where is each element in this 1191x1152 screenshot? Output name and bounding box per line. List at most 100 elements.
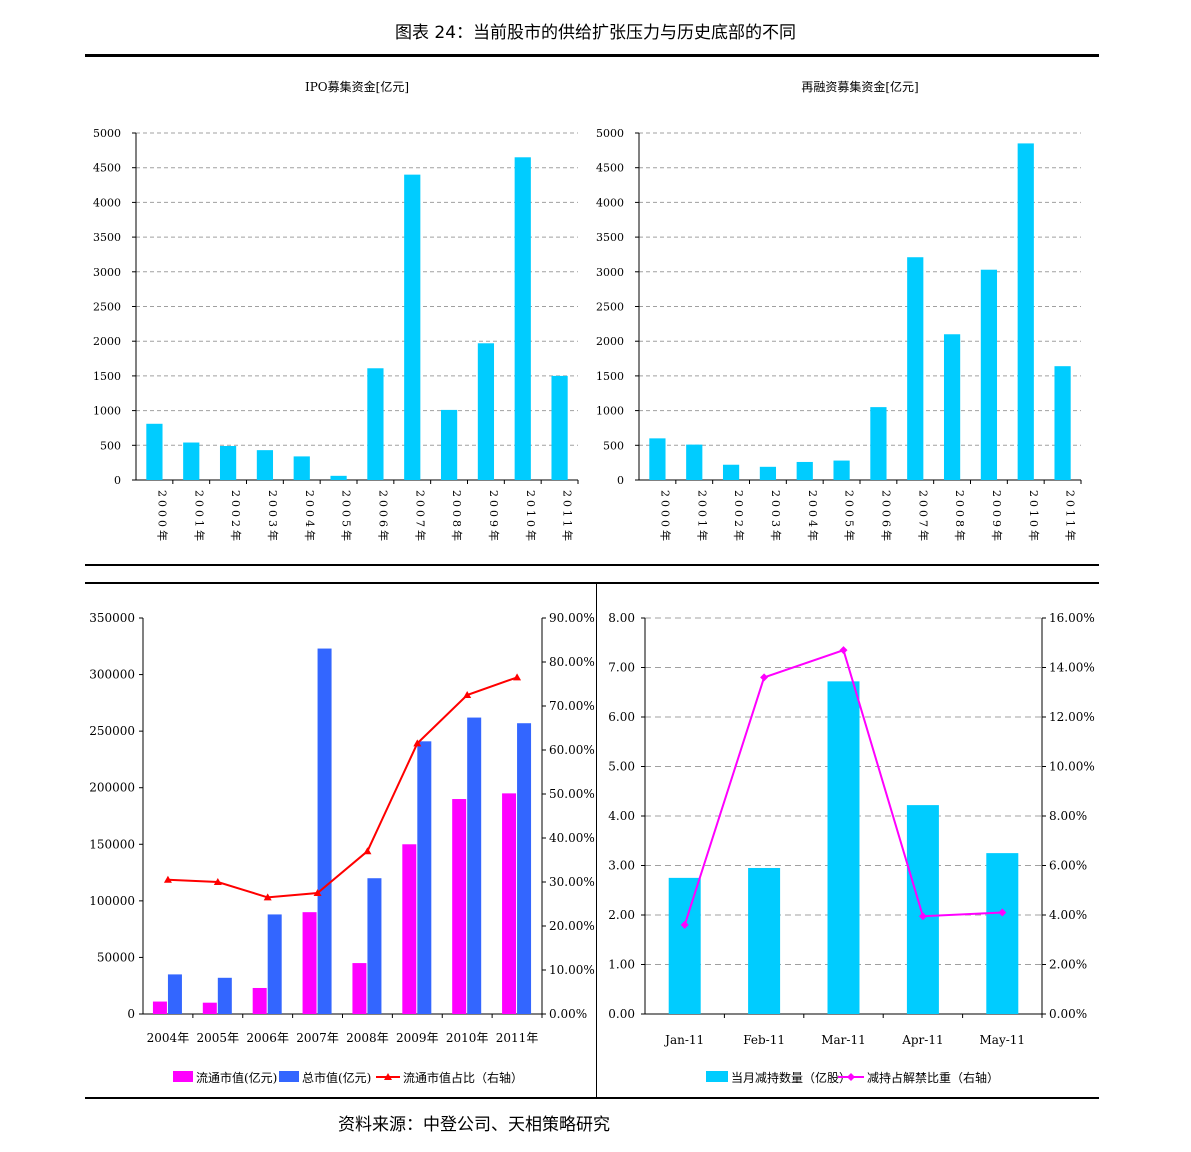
y-tick-label: 2000 [93, 335, 121, 348]
y-tick-label: 3000 [596, 266, 624, 279]
bar [183, 442, 200, 480]
right-tick-label: 70.00% [549, 699, 595, 713]
middle-rule-lower [85, 582, 1099, 584]
total-cap-bar [467, 717, 482, 1014]
x-tick-label: 2007年 [296, 1031, 339, 1045]
float-cap-bar [152, 1001, 167, 1014]
float-ratio-marker [513, 673, 522, 681]
right-tick-label: 20.00% [549, 919, 595, 933]
x-tick-label: 2003年 [769, 490, 783, 544]
bar [293, 456, 310, 480]
bar [649, 438, 666, 480]
bar [146, 423, 163, 480]
y-tick-label: 2500 [596, 301, 624, 314]
right-tick-label: 12.00% [1049, 710, 1095, 724]
float-cap-bar [252, 987, 267, 1014]
x-tick-label: 2010年 [524, 490, 538, 544]
legend-label-float: 流通市值(亿元) [196, 1070, 277, 1085]
bottom-rule [85, 1097, 1099, 1099]
x-tick-label: 2004年 [147, 1031, 190, 1045]
x-tick-label: May-11 [980, 1033, 1026, 1047]
y-tick-label: 1000 [93, 405, 121, 418]
right-tick-label: 4.00% [1049, 908, 1087, 922]
x-tick-label: 2009年 [487, 490, 501, 544]
y-tick-label: 5000 [93, 127, 121, 140]
legend-label-ratio: 减持占解禁比重（右轴） [867, 1070, 999, 1085]
left-tick-label: 0 [127, 1007, 135, 1021]
x-tick-label: 2005年 [340, 490, 354, 544]
legend-swatch-total [279, 1071, 299, 1082]
bar [330, 475, 347, 480]
left-tick-label: 150000 [89, 837, 135, 851]
float-cap-bar [452, 799, 467, 1014]
x-tick-label: 2002年 [229, 490, 243, 544]
float-ratio-marker [213, 878, 222, 885]
reduction-ratio-marker [918, 912, 927, 921]
y-tick-label: 4000 [596, 196, 624, 209]
x-tick-label: Jan-11 [663, 1033, 704, 1047]
bar [796, 461, 813, 480]
left-tick-label: 6.00 [608, 710, 635, 724]
figure-title: 图表 24：当前股市的供给扩张压力与历史底部的不同 [394, 23, 797, 43]
x-tick-label: 2004年 [303, 490, 317, 544]
total-cap-bar [317, 648, 332, 1014]
left-tick-label: 5.00 [608, 760, 635, 774]
reduction-ratio-marker [839, 646, 848, 655]
bar [686, 444, 703, 480]
left-tick-label: 1.00 [608, 958, 635, 972]
y-tick-label: 0 [114, 474, 121, 487]
float-cap-bar [402, 844, 417, 1014]
left-tick-label: 200000 [89, 781, 135, 795]
x-tick-label: 2008年 [346, 1031, 389, 1045]
top-rule [85, 54, 1099, 57]
float-ratio-marker [413, 739, 422, 747]
reduction-ratio-marker [680, 920, 689, 929]
x-tick-label: 2011年 [496, 1031, 539, 1045]
x-tick-label: 2007年 [413, 490, 427, 544]
legend-label-reduction: 当月减持数量（亿股） [731, 1070, 851, 1085]
bar [477, 343, 495, 480]
y-tick-label: 2000 [596, 335, 624, 348]
left-tick-label: 100000 [89, 894, 135, 908]
panel-separator [596, 584, 597, 1097]
reduction-bar [906, 805, 939, 1014]
float-ratio-marker [363, 847, 372, 855]
total-cap-bar [367, 878, 382, 1014]
refinance-chart: 再融资募集资金[亿元] 0 500 1000 1500 2000 2500 3000 3500 4… [596, 79, 1082, 544]
legend-label-total: 总市值(亿元) [302, 1070, 371, 1085]
right-tick-label: 40.00% [549, 831, 595, 845]
right-tick-label: 60.00% [549, 743, 595, 757]
reduction-bar [827, 681, 860, 1014]
x-tick-label: 2001年 [192, 490, 206, 544]
legend-marker-ratio [384, 1073, 392, 1080]
y-tick-label: 4000 [93, 196, 121, 209]
y-tick-label: 2500 [93, 301, 121, 314]
bar [943, 334, 961, 480]
x-tick-label: 2002年 [732, 490, 746, 544]
legend-marker-ratio [847, 1073, 855, 1081]
x-tick-label: 2003年 [266, 490, 280, 544]
reduction-bar [668, 877, 701, 1014]
legend-swatch-float [173, 1071, 193, 1082]
right-tick-label: 10.00% [549, 963, 595, 977]
bar [980, 269, 998, 480]
reduction-chart: 0.00 1.00 2.00 3.00 4.00 5.00 6.00 7.00 8.00 0.00… [608, 611, 1095, 1085]
x-tick-label: 2008年 [450, 490, 464, 544]
left-tick-label: 300000 [89, 668, 135, 682]
y-tick-label: 500 [100, 439, 121, 452]
chart-title: IPO募集资金[亿元] [305, 79, 409, 94]
total-cap-bar [167, 974, 182, 1014]
ipo-chart: IPO募集资金[亿元] 0 500 1000 1500 2000 2500 3000 3500 4… [93, 79, 579, 544]
float-ratio-marker [463, 691, 472, 698]
right-tick-label: 2.00% [1049, 958, 1087, 972]
x-tick-label: 2000年 [155, 490, 169, 544]
left-tick-label: 7.00 [608, 661, 635, 675]
x-tick-label: Mar-11 [821, 1033, 866, 1047]
reduction-ratio-marker [998, 908, 1007, 917]
total-cap-bar [417, 741, 432, 1014]
legend-swatch-reduction [706, 1071, 728, 1082]
source-note: 资料来源：中登公司、天相策略研究 [338, 1115, 610, 1135]
float-ratio-marker [263, 893, 272, 901]
bar [219, 445, 237, 480]
total-cap-bar [517, 723, 532, 1014]
